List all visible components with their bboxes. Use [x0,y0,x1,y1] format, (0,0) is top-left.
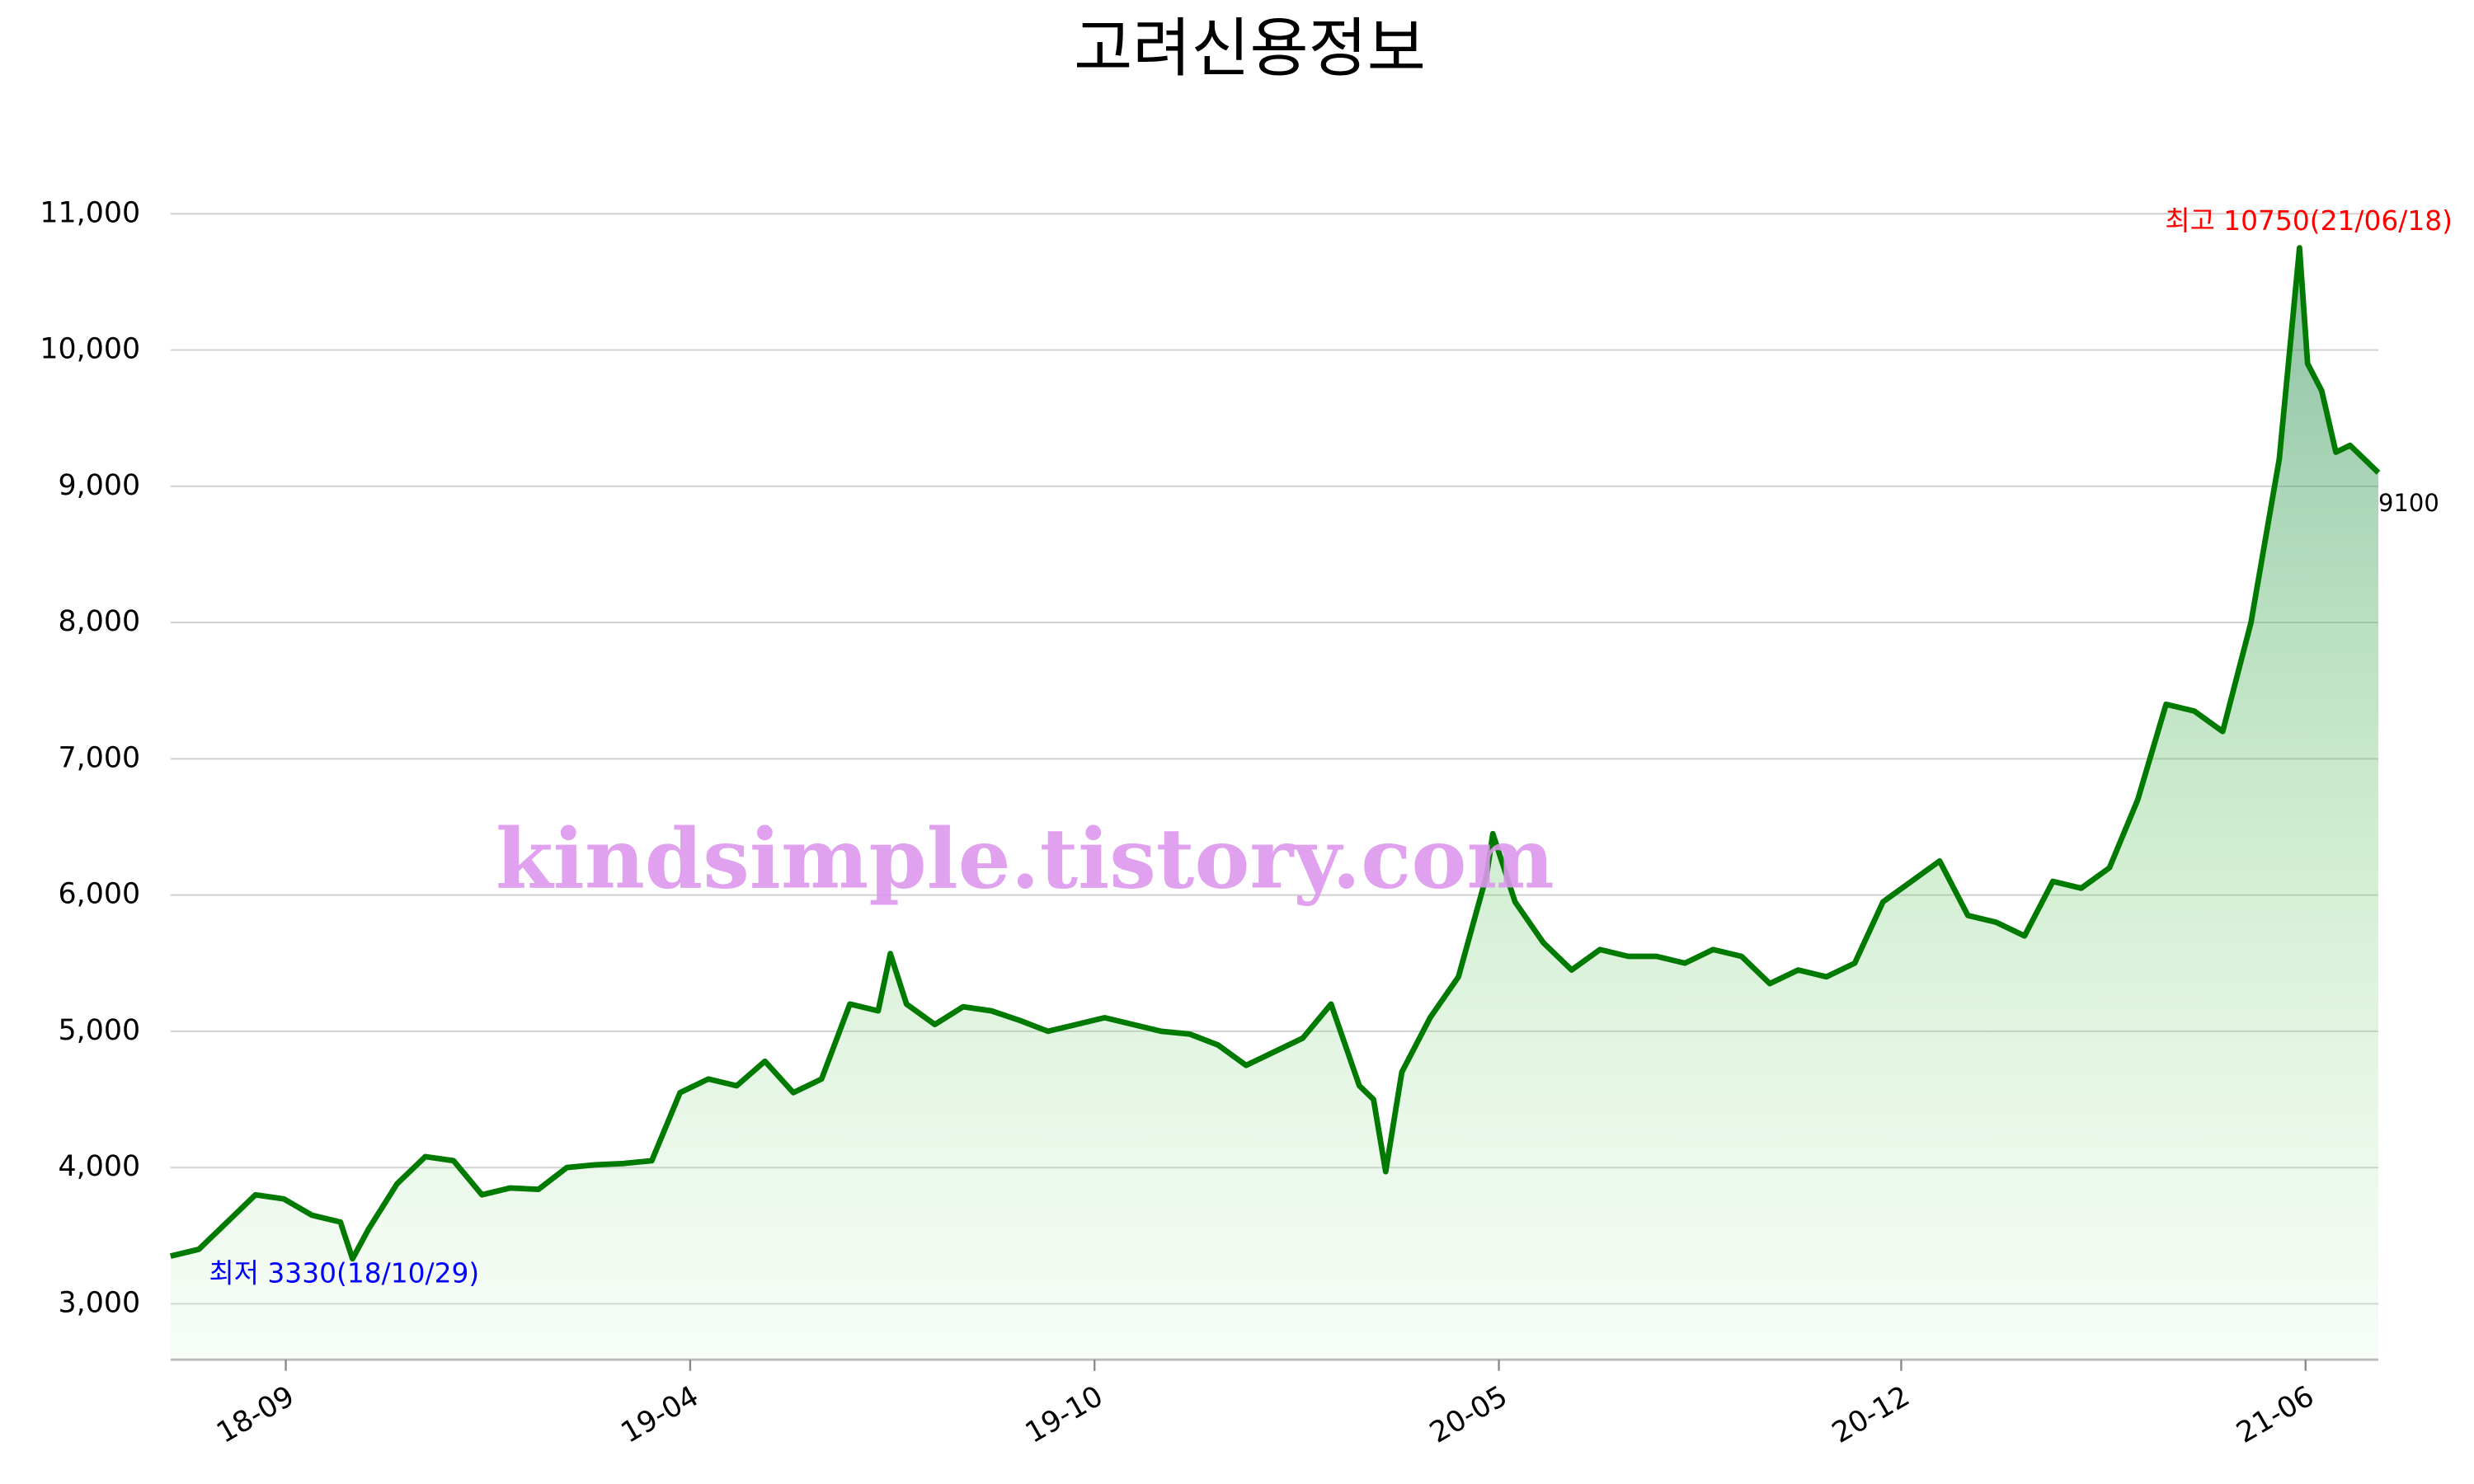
y-tick-label: 6,000 [59,878,141,911]
x-tick-label: 18-09 [211,1380,300,1450]
y-tick-label: 7,000 [59,741,141,774]
x-tick-label: 20-12 [1827,1380,1916,1450]
x-tick-label: 21-06 [2231,1380,2320,1450]
y-tick-label: 11,000 [40,196,140,229]
y-tick-label: 5,000 [59,1014,141,1047]
y-tick-label: 9,000 [59,469,141,502]
watermark: kindsimple.tistory.com [496,810,1554,907]
chart-title: 고려신용정보 [1074,12,1426,86]
annotation: 최저 3330(18/10/29) [209,1257,480,1289]
annotation: 최고 10750(21/06/18) [2165,204,2453,237]
y-tick-label: 4,000 [59,1150,141,1183]
y-tick-label: 8,000 [59,605,141,638]
x-tick-label: 19-04 [616,1380,705,1450]
last-value-label: 9100 [2378,489,2439,517]
x-tick-label: 19-10 [1020,1380,1109,1450]
x-tick-label: 20-05 [1424,1380,1513,1450]
price-line [170,245,2381,1262]
y-tick-label: 3,000 [59,1286,141,1319]
area-fill [170,247,2379,1360]
y-tick-label: 10,000 [40,333,140,366]
